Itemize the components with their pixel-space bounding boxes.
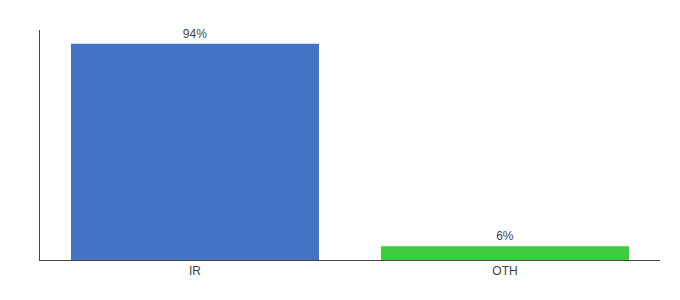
svg-text:94%: 94% xyxy=(183,27,207,41)
svg-text:6%: 6% xyxy=(496,229,514,243)
svg-text:IR: IR xyxy=(189,264,201,278)
svg-text:OTH: OTH xyxy=(492,264,517,278)
